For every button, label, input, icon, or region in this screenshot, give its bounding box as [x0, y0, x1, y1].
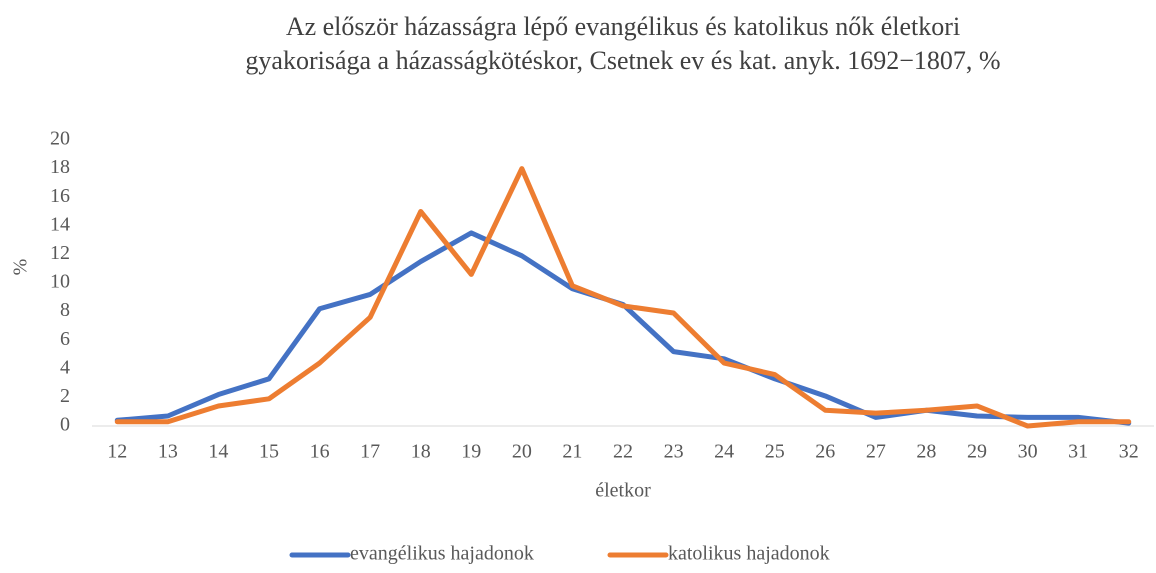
- y-tick-label: 16: [50, 185, 70, 207]
- x-tick-label: 30: [1018, 441, 1038, 463]
- x-tick-label: 19: [461, 441, 481, 463]
- x-tick-label: 29: [967, 441, 987, 463]
- series-line: [114, 230, 1132, 426]
- chart-title: gyakorisága a házasságkötéskor, Csetnek …: [245, 46, 1000, 75]
- y-tick-label: 18: [50, 156, 70, 178]
- x-tick-label: 31: [1068, 441, 1088, 463]
- x-tick-label: 24: [714, 441, 734, 463]
- y-tick-label: 10: [50, 271, 70, 293]
- legend-label: katolikus hajadonok: [668, 543, 830, 565]
- legend-label: evangélikus hajadonok: [350, 543, 534, 565]
- x-tick-label: 14: [208, 441, 228, 463]
- x-tick-label: 22: [613, 441, 633, 463]
- x-tick-label: 13: [158, 441, 178, 463]
- y-tick-label: 6: [60, 328, 70, 350]
- y-tick-label: 4: [60, 356, 70, 378]
- x-tick-label: 20: [512, 441, 532, 463]
- x-tick-label: 27: [866, 441, 886, 463]
- x-tick-label: 28: [916, 441, 936, 463]
- x-tick-label: 17: [360, 441, 380, 463]
- x-tick-label: 15: [259, 441, 279, 463]
- y-tick-label: 2: [60, 385, 70, 407]
- x-tick-label: 16: [310, 441, 330, 463]
- y-axis-label: %: [10, 259, 32, 276]
- x-axis-label: életkor: [595, 480, 651, 502]
- x-tick-label: 26: [815, 441, 835, 463]
- x-tick-label: 12: [107, 441, 127, 463]
- x-tick-label: 23: [664, 441, 684, 463]
- x-tick-label: 18: [411, 441, 431, 463]
- y-tick-label: 0: [60, 414, 70, 436]
- chart-title: Az először házasságra lépő evangélikus é…: [286, 12, 960, 41]
- y-tick-label: 20: [50, 128, 70, 150]
- x-tick-label: 21: [562, 441, 582, 463]
- y-tick-label: 12: [50, 242, 70, 264]
- y-tick-label: 8: [60, 299, 70, 321]
- x-tick-label: 25: [765, 441, 785, 463]
- y-tick-label: 14: [50, 213, 70, 235]
- series-line: [114, 166, 1132, 429]
- x-tick-label: 32: [1119, 441, 1139, 463]
